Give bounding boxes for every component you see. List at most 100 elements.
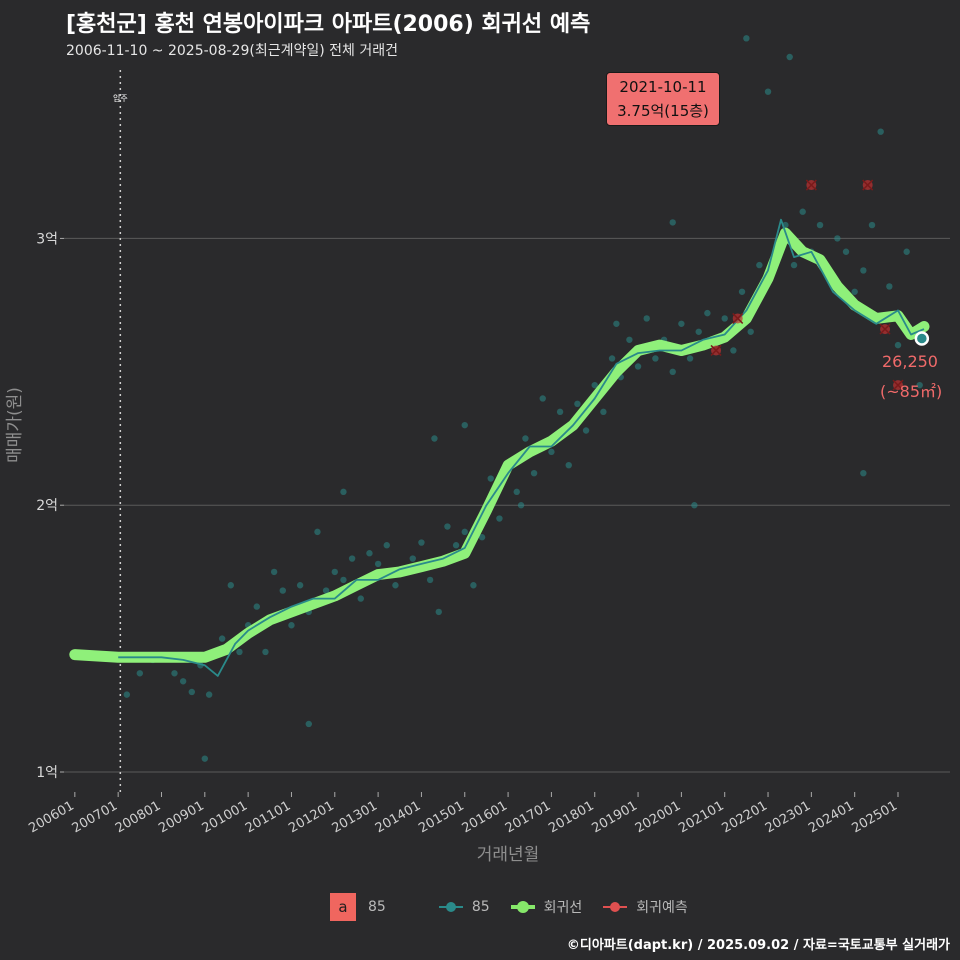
x-tick-label: 201701 bbox=[503, 798, 553, 836]
scatter-point bbox=[522, 435, 529, 442]
x-tick-label: 201201 bbox=[286, 798, 336, 836]
scatter-point bbox=[799, 208, 806, 215]
scatter-point bbox=[721, 315, 728, 322]
scatter-point bbox=[366, 550, 373, 557]
x-axis-title: 거래년월 bbox=[477, 845, 540, 865]
x-tick-label: 200701 bbox=[70, 798, 120, 836]
scatter-point bbox=[816, 221, 824, 229]
scatter-point bbox=[331, 568, 338, 576]
scatter-point bbox=[288, 622, 295, 629]
scatter-point bbox=[613, 320, 620, 327]
x-tick-label: 202101 bbox=[676, 798, 726, 836]
prediction-cross bbox=[879, 323, 891, 335]
scatter-point bbox=[461, 421, 468, 429]
scatter-point bbox=[123, 691, 131, 698]
scatter-point bbox=[444, 523, 451, 530]
scatter-point bbox=[201, 755, 209, 762]
end-value-label: 26,250 bbox=[882, 352, 938, 371]
callout-date: 2021-10-11 bbox=[619, 78, 707, 96]
scatter-point bbox=[539, 395, 546, 402]
scatter-point bbox=[834, 235, 841, 242]
scatter-point bbox=[626, 336, 633, 343]
scatter-point bbox=[435, 608, 442, 616]
max-price-callout: 2021-10-11 3.75억(15층) bbox=[606, 72, 720, 126]
scatter-point bbox=[383, 542, 390, 549]
scatter-point bbox=[517, 502, 525, 509]
scatter-point bbox=[686, 355, 694, 362]
scatter-point bbox=[227, 582, 235, 589]
scatter-point bbox=[296, 582, 304, 589]
prediction-point bbox=[879, 323, 891, 335]
scatter-point bbox=[916, 381, 923, 389]
prediction-point bbox=[805, 179, 817, 191]
x-tick-label: 201301 bbox=[330, 798, 380, 836]
scatter-point bbox=[431, 435, 438, 442]
prediction-point bbox=[862, 179, 874, 191]
scatter-point bbox=[171, 670, 178, 677]
scatter-point bbox=[392, 582, 399, 589]
scatter-point bbox=[842, 248, 850, 255]
prediction-point bbox=[732, 312, 744, 324]
scatter-point bbox=[691, 502, 698, 509]
scatter-point bbox=[270, 568, 278, 576]
x-tick-label: 201401 bbox=[373, 798, 423, 836]
scatter-point bbox=[730, 347, 737, 354]
x-tick-label: 202001 bbox=[633, 798, 683, 836]
scatter-point bbox=[591, 381, 598, 389]
x-tick-label: 201101 bbox=[243, 798, 293, 836]
x-tick-label: 202501 bbox=[850, 798, 900, 836]
prediction-point bbox=[710, 344, 722, 356]
scatter-point bbox=[374, 560, 382, 568]
prediction-cross bbox=[862, 179, 874, 191]
scatter-point bbox=[426, 576, 434, 584]
x-tick-label: 202201 bbox=[720, 798, 770, 836]
prediction-cross bbox=[732, 312, 744, 324]
scatter-point bbox=[452, 542, 460, 549]
scatter-point bbox=[652, 355, 659, 362]
scatter-point bbox=[860, 469, 867, 477]
scatter-point bbox=[695, 328, 702, 335]
x-tick-label: 201901 bbox=[590, 798, 640, 836]
scatter-point bbox=[340, 488, 347, 496]
scatter-point bbox=[790, 261, 798, 269]
scatter-point bbox=[704, 309, 711, 317]
end-area-label: (~85㎡) bbox=[880, 382, 943, 401]
callout-value: 3.75억(15층) bbox=[617, 102, 709, 120]
scatter-point bbox=[548, 448, 555, 456]
scatter-point bbox=[678, 320, 685, 327]
scatter-point bbox=[136, 670, 144, 677]
prediction-points bbox=[710, 179, 904, 391]
legend-label-prediction: 회귀예측 bbox=[636, 900, 688, 916]
scatter-point bbox=[764, 88, 772, 95]
scatter-point bbox=[357, 595, 364, 602]
scatter-point bbox=[894, 341, 902, 349]
scatter-point bbox=[322, 587, 330, 594]
scatter-point bbox=[470, 582, 477, 589]
scatter-point bbox=[556, 408, 564, 416]
x-tick-label: 200801 bbox=[113, 798, 163, 836]
scatter-point bbox=[513, 488, 520, 496]
scatter-point bbox=[634, 363, 642, 370]
legend-item-regression: 회귀선 bbox=[510, 897, 603, 917]
scatter-point bbox=[340, 576, 347, 584]
series-lines bbox=[69, 218, 930, 677]
scatter-point bbox=[786, 53, 793, 61]
x-tick-label: 201001 bbox=[200, 798, 250, 836]
scatter-point bbox=[218, 635, 226, 642]
regression-line bbox=[69, 227, 930, 663]
scatter-point bbox=[314, 528, 321, 536]
scatter-point bbox=[478, 534, 486, 541]
scatter-point bbox=[253, 603, 260, 610]
scatter-point bbox=[669, 219, 676, 226]
scatter-point bbox=[236, 648, 243, 656]
scatter-point bbox=[574, 400, 581, 408]
scatter-point bbox=[582, 427, 590, 434]
prediction-cross bbox=[805, 179, 817, 191]
x-tick-label: 201601 bbox=[460, 798, 510, 836]
scatter-point bbox=[756, 261, 763, 269]
legend-area-box: a bbox=[330, 893, 356, 921]
scatter-point bbox=[409, 555, 416, 562]
scatter-points bbox=[123, 35, 923, 762]
scatter-point bbox=[348, 555, 356, 562]
